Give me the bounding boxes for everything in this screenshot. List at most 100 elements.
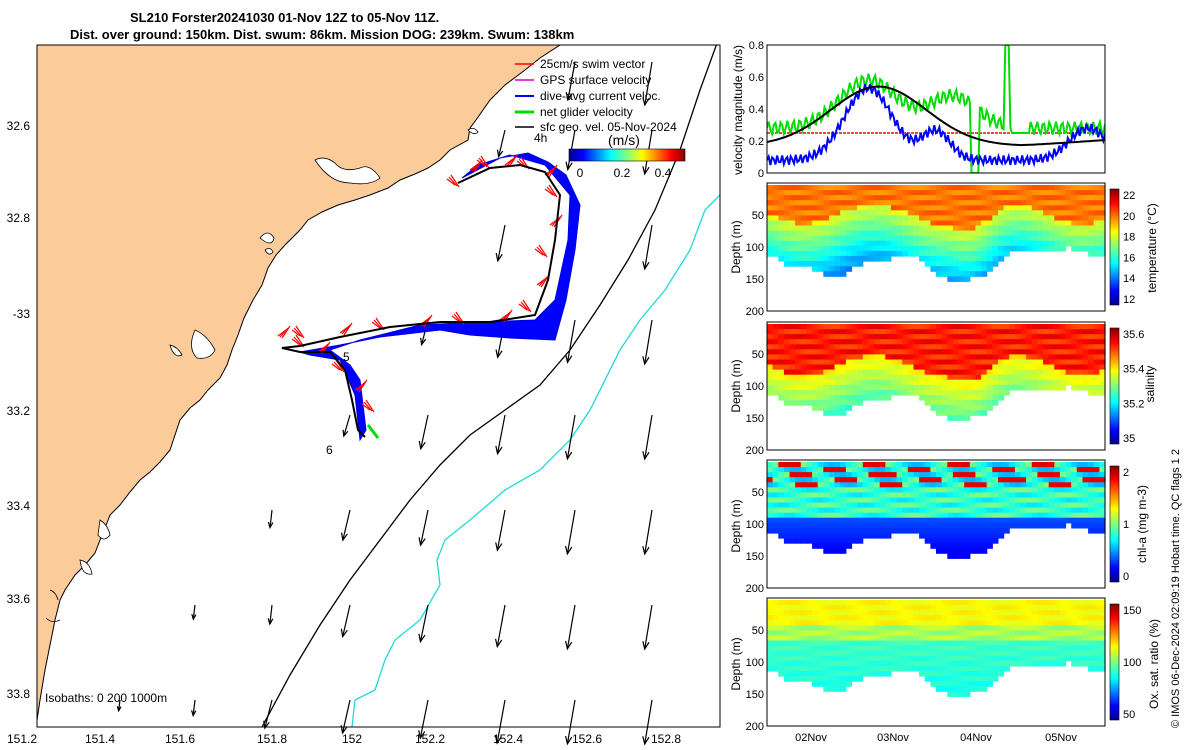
- heatmap-cell: [857, 261, 864, 267]
- heatmap-cell: [958, 467, 965, 473]
- heatmap-cell: [851, 205, 858, 211]
- heatmap-cell: [1009, 492, 1016, 499]
- heatmap-cell: [806, 527, 813, 534]
- heatmap-cell: [783, 527, 791, 534]
- heatmap-cell: [986, 467, 993, 473]
- heatmap-cell: [862, 225, 869, 232]
- heatmap-cell: [1093, 230, 1100, 237]
- heatmap-cell: [879, 472, 886, 478]
- heatmap-cell: [1093, 660, 1100, 667]
- heatmap-cell: [1093, 527, 1100, 534]
- heatmap-cell: [947, 472, 954, 478]
- heatmap-cell: [1099, 339, 1106, 345]
- heatmap-cell: [783, 610, 791, 616]
- heatmap-cell: [812, 190, 819, 196]
- geo-velocity-arrow: [496, 699, 506, 744]
- heatmap-cell: [936, 215, 943, 222]
- heatmap-cell: [1031, 487, 1038, 493]
- heatmap-cell: [851, 261, 858, 267]
- heatmap-cell: [829, 681, 836, 687]
- heatmap-cell: [817, 543, 824, 549]
- heatmap-cell: [952, 230, 960, 237]
- heatmap-cell: [936, 389, 943, 396]
- heatmap-cell: [992, 492, 999, 499]
- swim-vector: [293, 336, 303, 347]
- heatmap-cell: [1020, 374, 1027, 381]
- heatmap-cell: [829, 374, 836, 381]
- heatmap-cell: [890, 195, 898, 201]
- heatmap-cell: [874, 650, 881, 657]
- heatmap-cell: [767, 522, 774, 529]
- heatmap-cell: [890, 615, 898, 621]
- heatmap-cell: [924, 665, 931, 672]
- heatmap-cell: [1099, 379, 1106, 386]
- heatmap-cell: [778, 630, 785, 637]
- heatmap-cell: [952, 543, 960, 549]
- heatmap-cell: [1099, 185, 1106, 191]
- heatmap-cell: [1071, 215, 1078, 222]
- heatmap-cell: [1009, 610, 1016, 616]
- heatmap-cell: [1048, 185, 1055, 191]
- heatmap-cell: [992, 615, 999, 621]
- heatmap-cell: [800, 538, 807, 544]
- heatmap-cell: [998, 532, 1005, 539]
- heatmap-cell: [1054, 240, 1061, 247]
- heatmap-cell: [1093, 354, 1100, 361]
- heatmap-cell: [1093, 487, 1100, 493]
- heatmap-cell: [829, 329, 836, 335]
- heatmap-cell: [885, 640, 892, 647]
- heatmap-cell: [964, 266, 971, 272]
- heatmap-cell: [806, 190, 813, 196]
- heatmap-cell: [829, 645, 836, 652]
- heatmap-cell: [919, 349, 926, 355]
- heatmap-cell: [879, 467, 886, 473]
- heatmap-cell: [1031, 379, 1038, 386]
- heatmap-cell: [998, 527, 1005, 534]
- heatmap-cell: [1026, 630, 1033, 637]
- heatmap-cell: [862, 359, 869, 366]
- heatmap-cell: [1088, 665, 1095, 672]
- heatmap-cell: [840, 215, 847, 222]
- heatmap-cell: [851, 185, 858, 191]
- heatmap-cell: [902, 339, 909, 345]
- heatmap-cell: [795, 329, 802, 335]
- heatmap-cell: [834, 220, 841, 227]
- heatmap-cell: [1014, 324, 1022, 330]
- heatmap-cell: [1059, 477, 1067, 483]
- heatmap-cell: [1076, 344, 1083, 350]
- heatmap-cell: [986, 543, 993, 549]
- heatmap-cell: [952, 235, 960, 242]
- swim-vector: [506, 156, 516, 167]
- heatmap-cell: [907, 235, 914, 242]
- heatmap-cell: [964, 600, 971, 606]
- heatmap-cell: [1031, 522, 1038, 529]
- heatmap-cell: [1048, 512, 1055, 519]
- heatmap-cell: [930, 389, 937, 396]
- heatmap-cell: [1065, 655, 1072, 662]
- lat-tick-label: 33.6: [7, 592, 31, 606]
- heatmap-cell: [772, 389, 779, 396]
- heatmap-cell: [1082, 349, 1089, 355]
- heatmap-cell: [913, 502, 920, 509]
- heatmap-cell: [789, 615, 796, 621]
- heatmap-cell: [1048, 655, 1055, 662]
- heatmap-cell: [868, 482, 875, 488]
- heatmap-cell: [767, 517, 774, 524]
- heatmap-cell: [981, 538, 988, 544]
- depth-tick-150: 150: [746, 689, 764, 701]
- heatmap-cell: [851, 620, 858, 626]
- heatmap-cell: [992, 635, 999, 642]
- heatmap-cell: [845, 215, 853, 222]
- heatmap-cell: [1031, 359, 1038, 366]
- heatmap-cell: [817, 482, 824, 488]
- heatmap-cell: [924, 467, 931, 473]
- heatmap-cell: [1099, 220, 1106, 227]
- heatmap-cell: [1026, 605, 1033, 611]
- heatmap-cell: [998, 522, 1005, 529]
- heatmap-cell: [817, 334, 824, 340]
- heatmap-cell: [1031, 195, 1038, 201]
- geo-velocity-arrow: [566, 319, 576, 363]
- heatmap-cell: [1026, 369, 1033, 376]
- heatmap-cell: [981, 517, 988, 524]
- heatmap-cell: [862, 635, 869, 642]
